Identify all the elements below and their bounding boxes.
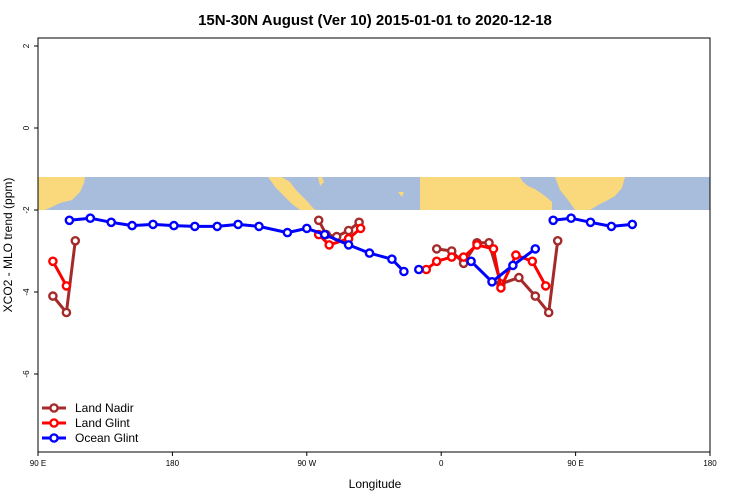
x-tick-label: 90 W <box>297 459 316 468</box>
x-tick-label: 90 E <box>30 459 46 468</box>
data-point <box>301 223 312 234</box>
data-point <box>61 281 72 291</box>
data-point <box>585 217 596 228</box>
legend-label: Ocean Glint <box>75 431 139 445</box>
data-point <box>64 215 75 226</box>
data-point <box>540 281 551 291</box>
chart-title: 15N-30N August (Ver 10) 2015-01-01 to 20… <box>198 12 552 29</box>
data-point <box>421 264 432 275</box>
map-land-asia-west <box>38 177 85 210</box>
data-point <box>566 213 576 223</box>
x-tick-label: 90 E <box>567 459 583 468</box>
data-point <box>343 240 354 250</box>
data-point <box>254 221 264 232</box>
legend-swatch-point <box>49 433 59 443</box>
y-tick-label: -4 <box>22 288 31 296</box>
data-point <box>508 260 518 271</box>
legend-label: Land Nadir <box>75 401 134 415</box>
map-land <box>38 177 625 210</box>
x-axis-label: Longitude <box>349 477 402 491</box>
data-point <box>61 307 72 318</box>
legend-swatch-point <box>49 418 59 428</box>
map-land-north-america <box>268 177 316 210</box>
data-point <box>487 276 497 287</box>
data-point <box>606 221 617 232</box>
y-tick-label: -2 <box>22 206 31 214</box>
data-point <box>85 213 96 223</box>
legend-item: Ocean Glint <box>42 431 139 445</box>
plot-frame <box>37 37 711 453</box>
data-point <box>458 252 469 262</box>
x-tick-label: 180 <box>703 459 717 468</box>
legend-item: Land Nadir <box>42 401 134 415</box>
data-point <box>212 221 222 232</box>
data-point <box>552 235 563 246</box>
legend-swatch-point <box>49 403 59 413</box>
data-point <box>364 248 375 258</box>
data-point <box>106 217 116 228</box>
data-point <box>548 215 559 226</box>
data-point <box>343 225 354 236</box>
series-line <box>51 240 77 314</box>
data-point <box>413 264 424 275</box>
data-point <box>399 266 409 277</box>
data-point <box>319 229 330 240</box>
y-tick-label: 0 <box>22 125 31 130</box>
data-point <box>543 307 554 318</box>
data-point <box>530 244 541 254</box>
data-point <box>431 256 442 267</box>
y-tick-label: -6 <box>22 370 31 378</box>
data-point <box>233 219 243 230</box>
data-point <box>48 256 58 267</box>
legend-item: Land Glint <box>42 416 130 430</box>
data-point <box>530 291 541 301</box>
data-point <box>127 220 137 231</box>
data-point <box>511 250 521 260</box>
series-ocean-glint <box>64 213 638 287</box>
data-point <box>514 272 524 283</box>
data-point <box>488 244 499 254</box>
y-axis-label: XCO2 - MLO trend (ppm) <box>1 178 15 313</box>
series-line <box>470 247 537 284</box>
y-tick-label: 2 <box>22 43 31 48</box>
map-band <box>38 177 710 210</box>
series-layer <box>48 213 638 318</box>
x-tick-label: 0 <box>439 459 444 468</box>
map-land-islands-atlantic <box>398 192 404 197</box>
data-point <box>627 219 638 230</box>
data-point <box>169 220 179 231</box>
data-point <box>446 252 457 262</box>
map-land-india-china <box>555 177 625 210</box>
legend-label: Land Glint <box>75 416 130 430</box>
data-point <box>496 283 506 293</box>
data-point <box>189 221 200 232</box>
y-axis: 2 0 -2 -4 -6 <box>22 43 38 378</box>
x-axis: 90 E 180 90 W 0 90 E 180 <box>30 452 717 468</box>
data-point <box>355 223 366 234</box>
data-point <box>324 240 335 250</box>
map-land-africa-asia <box>420 177 552 210</box>
data-point <box>148 219 158 230</box>
data-point <box>282 227 293 238</box>
data-point <box>70 235 81 246</box>
data-point <box>387 254 397 265</box>
map-land-island <box>318 177 324 186</box>
data-point <box>431 244 442 254</box>
x-tick-label: 180 <box>166 459 180 468</box>
data-point <box>48 291 58 301</box>
data-point <box>313 215 324 226</box>
data-point <box>466 256 476 267</box>
data-point <box>527 256 538 267</box>
data-point <box>472 240 482 250</box>
